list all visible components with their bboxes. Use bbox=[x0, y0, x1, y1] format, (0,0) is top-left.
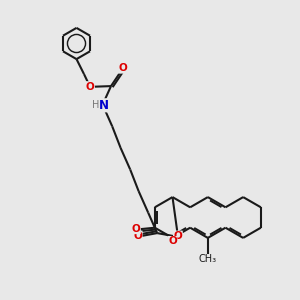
Text: O: O bbox=[173, 231, 182, 241]
Text: O: O bbox=[133, 231, 142, 241]
Text: O: O bbox=[85, 82, 94, 92]
Text: H: H bbox=[92, 100, 99, 110]
Text: N: N bbox=[99, 99, 109, 112]
Text: O: O bbox=[132, 224, 140, 234]
Text: O: O bbox=[168, 236, 177, 247]
Text: O: O bbox=[118, 63, 127, 73]
Text: CH₃: CH₃ bbox=[198, 254, 216, 265]
